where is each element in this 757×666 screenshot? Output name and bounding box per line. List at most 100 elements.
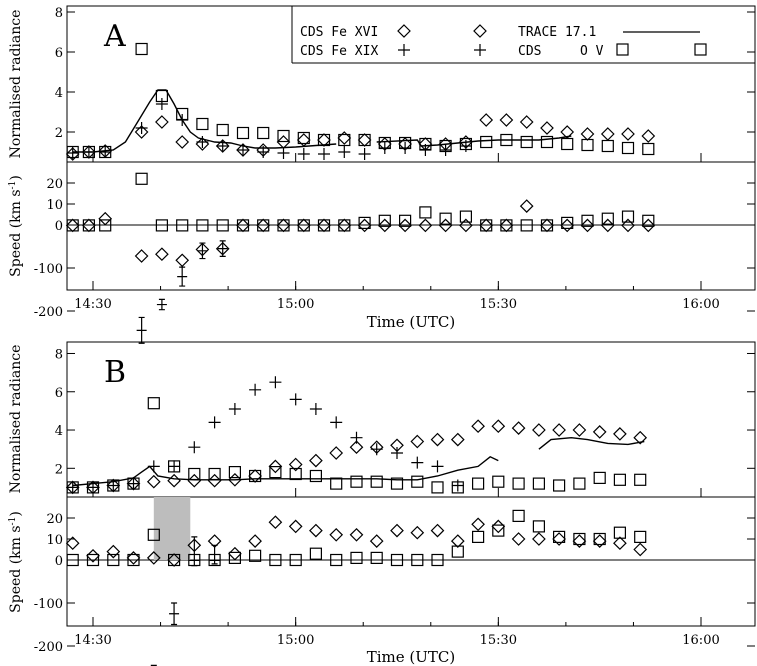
square-point [593,532,606,546]
diamond-point [600,218,615,233]
square-point [257,126,270,140]
y-tick-label: 0 [55,219,63,234]
speed-ylabel-sup: -1 [8,181,18,190]
square-point [411,553,424,567]
square-point [642,142,655,156]
diamond-point [560,218,575,233]
diamond-point [491,519,506,534]
square-point [236,219,250,232]
legend-fexvi-symbol-sample [473,24,487,38]
plus-point [338,146,351,158]
plus-point [289,393,302,406]
square-point [492,475,505,488]
diamond-point [167,473,181,488]
square-point [269,553,282,567]
diamond-point [248,534,262,548]
panel-b: B Normalised radiance Speed (km s-1) Tim… [8,341,756,666]
square-point [532,477,546,490]
square-point [390,553,404,567]
diamond-point [621,218,635,233]
diamond-point [296,133,311,147]
square-point [297,219,310,232]
square-point [107,553,120,567]
square-point [419,206,432,219]
diamond-point [146,474,161,489]
square-point [338,219,351,232]
legend-fexix-symbol-sample [474,44,486,56]
plus-errorbar-point [169,602,180,626]
y-tick-label: 10 [46,533,63,548]
square-point [431,481,444,494]
diamond-point [377,218,392,233]
plus-point [358,148,371,160]
x-tick-label: 14:30 [74,633,111,648]
square-point [552,530,566,544]
y-tick-label: 8 [55,6,63,21]
diamond-point [410,434,425,449]
x-tick-label: 16:00 [682,633,719,648]
square-point [492,524,505,537]
panel-a-x-ticks: 14:30 15:00 15:30 16:00 [74,153,720,312]
diamond-point [134,125,149,139]
plus-point [127,477,140,490]
panel-b-radiance-ticks: 2 4 6 8 [55,347,755,477]
panel-b-xlabel: Time (UTC) [367,648,456,666]
square-point [561,137,574,151]
square-point [135,172,148,185]
speed-ylabel-end: ) [8,175,24,180]
y-tick-label: 20 [46,512,63,527]
diamond-point [175,253,190,268]
square-point [86,481,100,494]
square-point [601,139,614,153]
y-tick-label: -100 [34,262,63,277]
diamond-point [552,423,566,437]
diamond-point [187,473,202,488]
square-point [613,473,627,486]
diamond-point [430,523,445,538]
square-point [155,219,168,232]
x-tick-label: 16:00 [682,297,719,312]
legend-fexix-marker [398,44,410,56]
plus-point [431,460,444,473]
plus-point [391,447,403,459]
panel-b-radiance-ylabel: Normalised radiance [8,345,24,494]
legend-fexvi-label: CDS Fe XVI [300,25,378,40]
diamond-point [519,199,534,213]
square-point [472,530,485,544]
plus-errorbar-point [156,298,167,311]
diamond-point [369,534,384,548]
square-point [581,214,594,227]
diamond-point [329,446,344,460]
square-point [358,216,371,229]
square-point [196,117,209,131]
square-point [147,397,160,410]
panel-a-radiance-ticks: 2 4 6 8 [55,6,755,141]
square-point [451,545,464,558]
plus-errorbar-point [189,536,200,567]
square-point [370,475,383,488]
diamond-point [329,527,344,542]
square-point [228,466,241,479]
diamond-point [499,113,514,127]
diamond-point [228,546,242,561]
x-tick-label: 15:00 [277,633,314,648]
panel-b-speed-ylabel: Speed (km s-1) [8,511,24,613]
diamond-point [572,423,587,437]
diamond-point [175,135,190,149]
plus-point [309,403,322,415]
diamond-point [430,432,445,447]
legend-ov-symbol-sample [694,43,707,56]
square-point [573,532,586,546]
square-point [277,129,290,143]
plus-point [228,403,241,415]
diamond-point [641,129,656,143]
diamond-point [288,457,303,472]
diamond-point [155,247,169,262]
diamond-point [155,115,169,129]
square-point [107,479,120,492]
diamond-point [459,218,473,233]
plus-errorbar-point [136,316,147,344]
shaded-interval-rect [153,497,191,560]
square-point [512,477,525,490]
diamond-point [349,440,364,455]
